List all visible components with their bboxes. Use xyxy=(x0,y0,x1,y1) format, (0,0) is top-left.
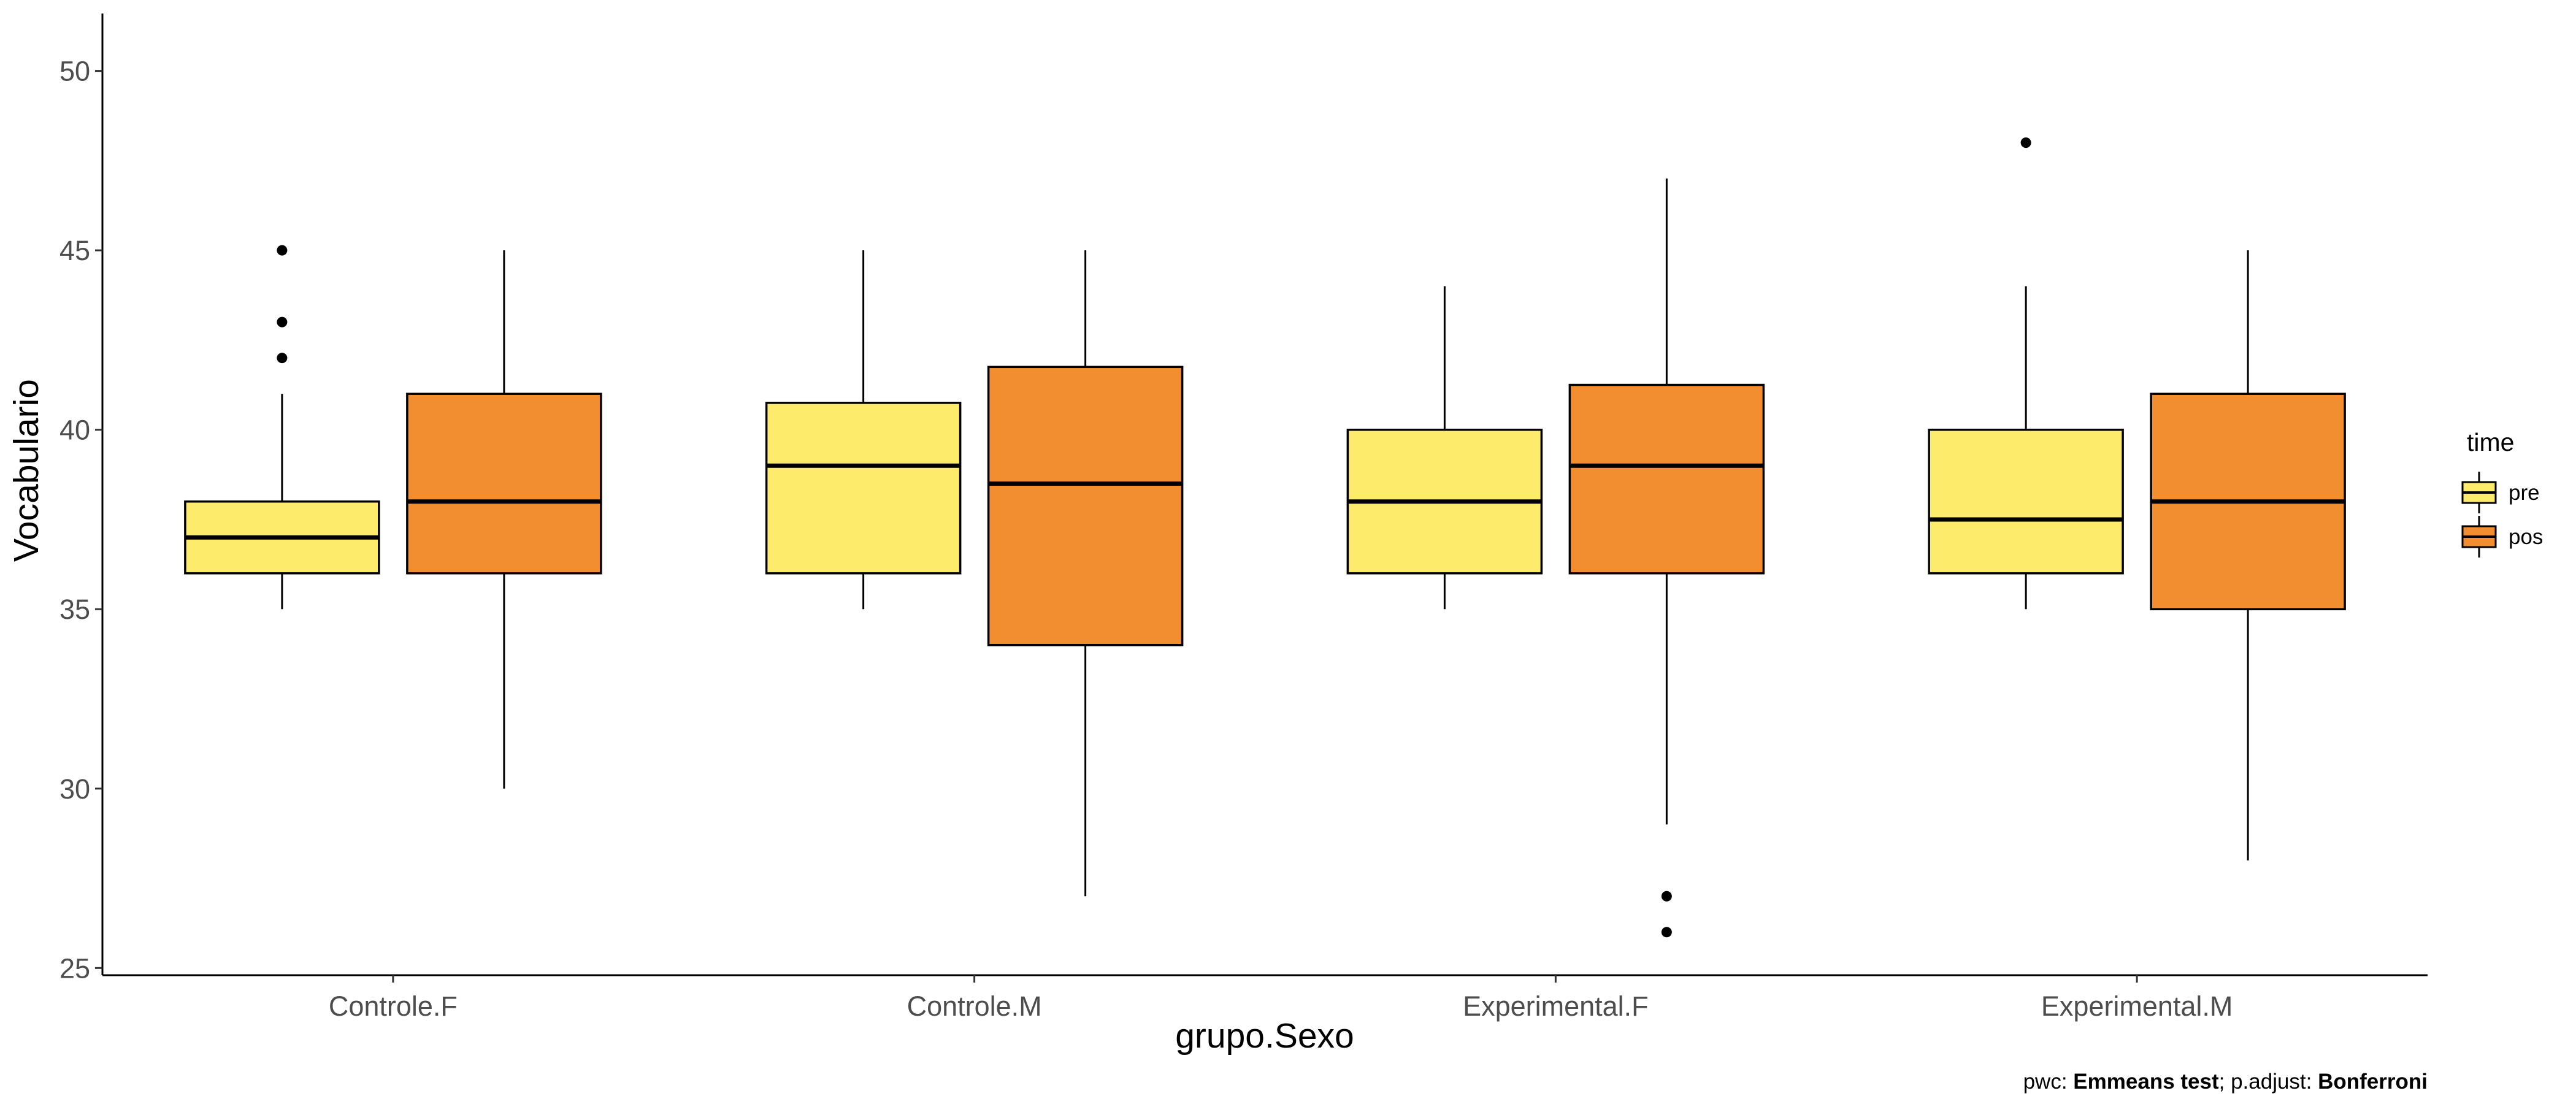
box-body xyxy=(1568,383,1765,575)
y-tick-label: 40 xyxy=(59,415,90,446)
plot-area xyxy=(184,137,2346,938)
legend-key-pos xyxy=(2461,516,2497,558)
outlier-point xyxy=(277,353,288,364)
box-pos-Controle.F xyxy=(406,250,602,789)
legend-label-pos: pos xyxy=(2509,525,2543,549)
box-pos-Experimental.F xyxy=(1568,178,1765,938)
caption: pwc: Emmeans test; p.adjust: Bonferroni xyxy=(2023,1070,2428,1094)
outlier-point xyxy=(1661,927,1672,938)
y-axis-title: Vocabulario xyxy=(7,379,46,562)
caption-bold-part: Emmeans test xyxy=(2073,1070,2219,1094)
caption-part: pwc: xyxy=(2023,1070,2074,1094)
box-body xyxy=(406,393,602,575)
y-tick-label: 45 xyxy=(59,235,90,266)
x-axis-title: grupo.Sexo xyxy=(1175,1016,1354,1056)
legend-title: time xyxy=(2467,428,2514,456)
box-pre-Experimental.M xyxy=(1928,137,2124,610)
caption-part: ; p.adjust: xyxy=(2219,1070,2318,1094)
legend: time pre pos xyxy=(2461,428,2543,558)
outlier-point xyxy=(2020,137,2031,148)
box-body xyxy=(765,402,962,575)
x-tick-label: Controle.M xyxy=(907,991,1042,1022)
box-pre-Controle.F xyxy=(184,245,380,610)
caption-bold-part: Bonferroni xyxy=(2318,1070,2428,1094)
x-tick-label: Controle.F xyxy=(329,991,458,1022)
y-tick-label: 35 xyxy=(59,594,90,625)
box-body xyxy=(1928,428,2124,575)
box-pre-Controle.M xyxy=(765,250,962,610)
y-axis: 25 30 35 40 45 50 xyxy=(59,13,104,984)
box-pos-Experimental.M xyxy=(2150,250,2346,861)
legend-label-pre: pre xyxy=(2509,481,2540,505)
outlier-point xyxy=(277,316,288,328)
outlier-point xyxy=(277,245,288,256)
box-body xyxy=(987,366,1184,646)
box-pos-Controle.M xyxy=(987,250,1184,897)
box-pre-Experimental.F xyxy=(1346,286,1543,610)
x-axis: Controle.F Controle.M Experimental.F Experi… xyxy=(102,974,2428,1022)
y-tick-label: 30 xyxy=(59,773,90,805)
x-tick-label: Experimental.M xyxy=(2041,991,2233,1022)
x-tick-label: Experimental.F xyxy=(1463,991,1649,1022)
y-tick-label: 50 xyxy=(59,56,90,87)
y-tick-label: 25 xyxy=(59,953,90,984)
outlier-point xyxy=(1661,891,1672,902)
legend-key-pre xyxy=(2461,472,2497,513)
